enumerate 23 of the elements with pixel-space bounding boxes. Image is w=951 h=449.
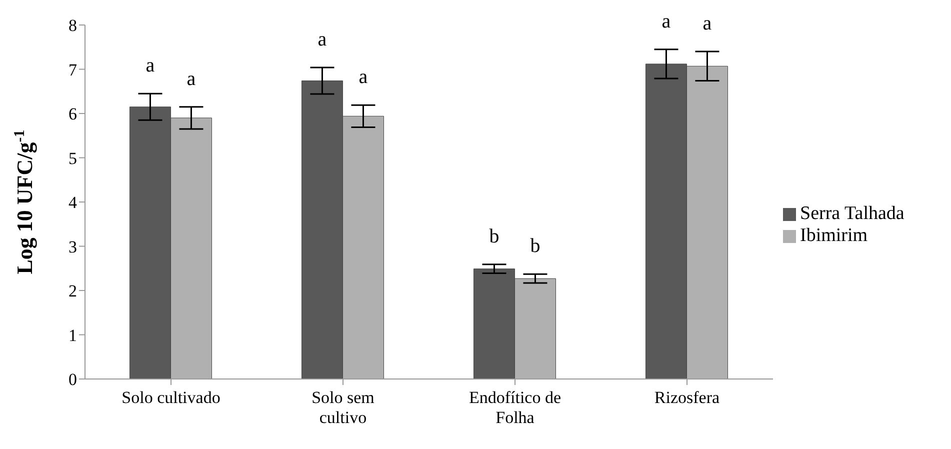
data-label: b: [489, 225, 500, 248]
y-tick-label: 2: [68, 282, 77, 301]
x-tick-label: Rizosfera: [654, 388, 720, 407]
y-tick-label: 7: [68, 60, 78, 80]
data-label: a: [702, 12, 712, 35]
y-tick-label: 5: [68, 148, 77, 168]
data-label: a: [186, 68, 196, 90]
x-tick-label: Solo sem cultivo: [312, 388, 374, 427]
y-tick-label: 0: [68, 370, 77, 390]
x-tick-label: Endofítico de Folha: [468, 388, 562, 427]
y-tick-label: 8: [68, 16, 77, 36]
data-label: a: [146, 54, 155, 77]
x-tick-label: Solo cultivado: [122, 388, 220, 407]
y-tick-label: 4: [68, 193, 78, 212]
data-label: b: [530, 235, 540, 258]
y-tick-label: 3: [68, 237, 77, 256]
y-tick-label: 6: [68, 104, 77, 124]
legend-label: Ibimirim: [800, 224, 868, 246]
y-tick-label: 1: [68, 326, 77, 345]
data-label: a: [318, 28, 327, 50]
data-label: a: [662, 10, 671, 32]
data-label: a: [358, 66, 368, 88]
legend-label: Serra Talhada: [800, 202, 904, 224]
